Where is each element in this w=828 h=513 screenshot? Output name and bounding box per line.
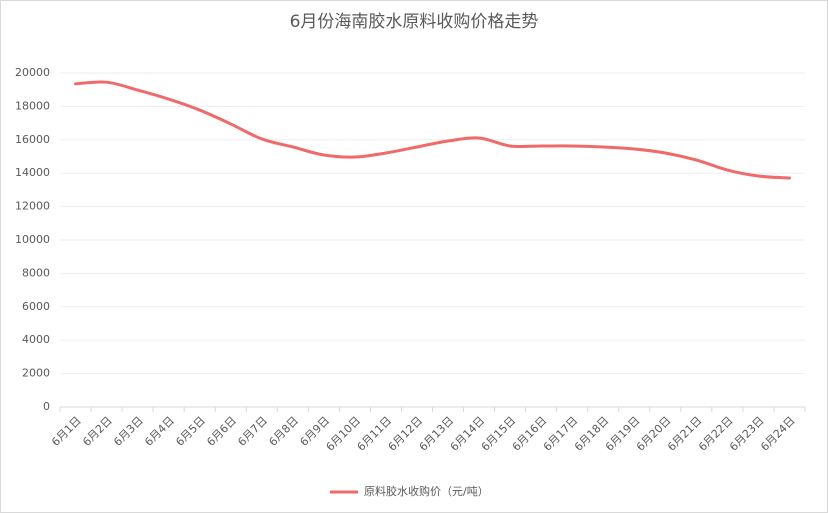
y-tick-label: 12000	[15, 200, 50, 213]
y-tick-label: 14000	[15, 166, 50, 179]
y-tick-label: 10000	[15, 233, 50, 246]
y-tick-label: 8000	[22, 266, 50, 279]
y-tick-label: 20000	[15, 66, 50, 79]
line-series	[74, 80, 791, 180]
y-tick-label: 0	[43, 400, 50, 413]
y-tick-label: 4000	[22, 333, 50, 346]
y-tick-label: 6000	[22, 300, 50, 313]
y-tick-label: 18000	[15, 99, 50, 112]
legend-label: 原料胶水收购价（元/吨）	[364, 484, 489, 498]
y-tick-label: 16000	[15, 133, 50, 146]
chart-title: 6月份海南胶水原料收购价格走势	[290, 12, 539, 32]
y-tick-label: 2000	[22, 367, 50, 380]
